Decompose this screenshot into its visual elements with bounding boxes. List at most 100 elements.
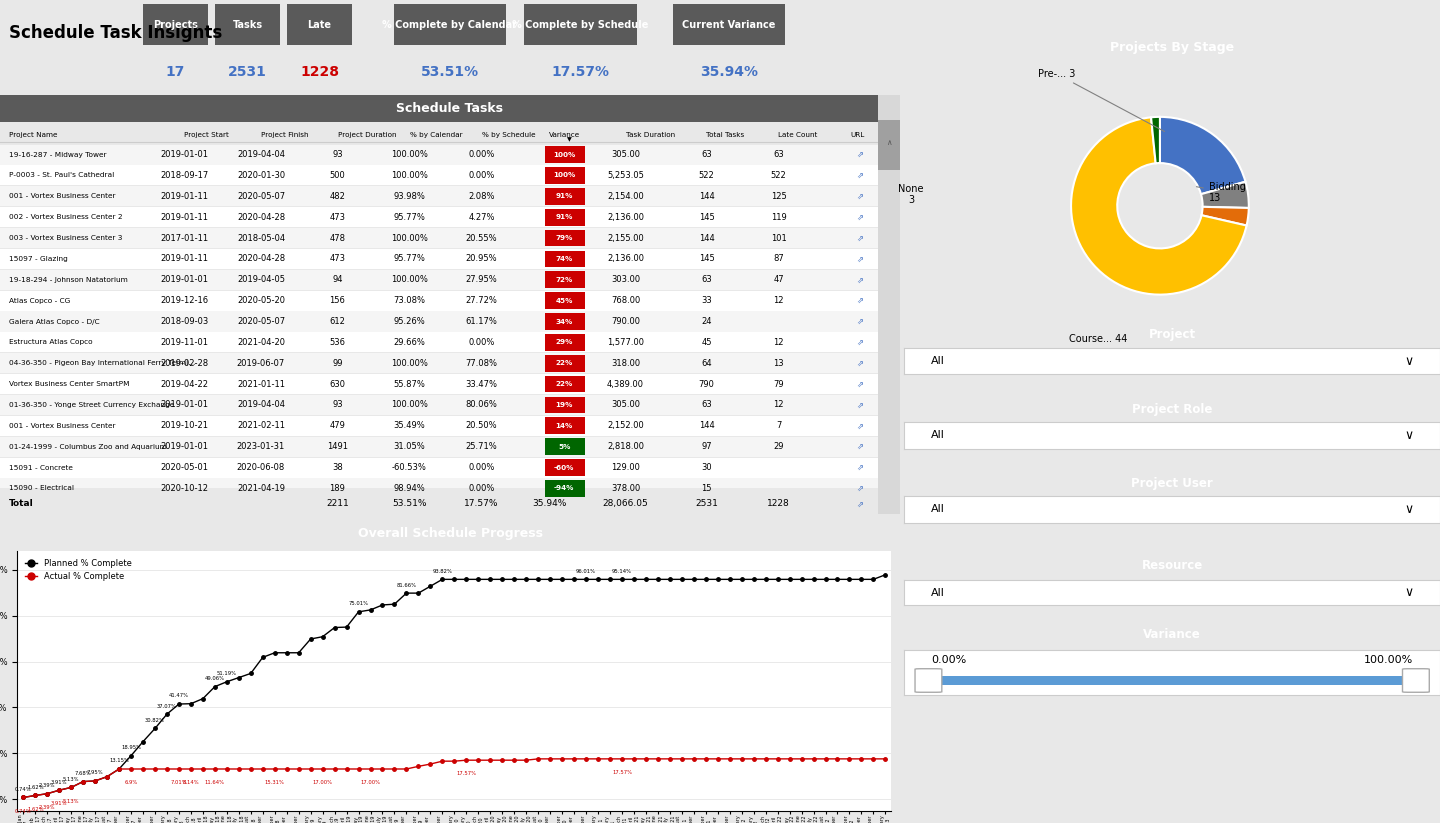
Text: 93.82%: 93.82%: [432, 569, 452, 574]
Text: ⇗: ⇗: [855, 421, 863, 430]
Text: 95.77%: 95.77%: [393, 212, 425, 221]
Bar: [877, 95, 900, 514]
Text: 2023-01-31: 2023-01-31: [236, 442, 285, 451]
Text: ⇗: ⇗: [855, 171, 863, 180]
Text: Tasks: Tasks: [232, 20, 262, 30]
Text: 100.00%: 100.00%: [392, 171, 428, 180]
Text: 2021-02-11: 2021-02-11: [238, 421, 285, 430]
Text: 12: 12: [773, 401, 783, 410]
Bar: [0, 487, 900, 514]
Text: 17.57%: 17.57%: [456, 771, 477, 776]
Text: 0.74%: 0.74%: [14, 787, 32, 792]
Text: ⇗: ⇗: [855, 275, 863, 284]
Bar: [544, 334, 585, 351]
Text: 55.87%: 55.87%: [393, 379, 425, 388]
Text: 1,577.00: 1,577.00: [608, 338, 644, 346]
Text: 2019-12-16: 2019-12-16: [160, 296, 209, 305]
Text: ⇗: ⇗: [855, 484, 863, 493]
Text: 2020-04-28: 2020-04-28: [238, 212, 285, 221]
Text: 2020-04-28: 2020-04-28: [238, 254, 285, 263]
Text: 35.49%: 35.49%: [393, 421, 425, 430]
Text: ⇗: ⇗: [855, 500, 863, 509]
Text: ⇗: ⇗: [855, 192, 863, 201]
Text: Course... 44: Course... 44: [1068, 334, 1128, 344]
Bar: [672, 4, 785, 45]
Text: 15090 - Electrical: 15090 - Electrical: [9, 486, 73, 491]
Text: 35.94%: 35.94%: [531, 500, 566, 509]
Text: ⇗: ⇗: [855, 150, 863, 159]
Text: 145: 145: [698, 254, 714, 263]
Text: 3.91%: 3.91%: [50, 802, 68, 807]
Text: 73.08%: 73.08%: [393, 296, 425, 305]
Text: None
3: None 3: [899, 184, 924, 206]
Text: 5,253.05: 5,253.05: [608, 171, 644, 180]
Wedge shape: [1151, 117, 1161, 163]
Bar: [0, 416, 900, 436]
Text: 4,389.00: 4,389.00: [608, 379, 644, 388]
Text: Project Name: Project Name: [9, 132, 58, 137]
Text: 45%: 45%: [556, 298, 573, 304]
Text: Task Duration: Task Duration: [625, 132, 674, 137]
Text: 53.51%: 53.51%: [420, 65, 480, 79]
Bar: [215, 4, 279, 45]
Text: Overall Schedule Progress: Overall Schedule Progress: [357, 527, 543, 540]
Text: 18.95%: 18.95%: [121, 745, 141, 750]
Text: 75.01%: 75.01%: [348, 602, 369, 607]
Bar: [143, 4, 207, 45]
Text: 2020-05-07: 2020-05-07: [238, 192, 285, 201]
Text: Schedule Task Insights: Schedule Task Insights: [9, 24, 222, 42]
Text: 7.01%: 7.01%: [170, 780, 187, 785]
Text: 2018-09-17: 2018-09-17: [160, 171, 209, 180]
Text: 4.27%: 4.27%: [468, 212, 495, 221]
Bar: [393, 4, 507, 45]
Text: 19%: 19%: [556, 402, 573, 408]
Text: ⇗: ⇗: [855, 254, 863, 263]
Text: 100%: 100%: [553, 173, 576, 179]
Text: 15091 - Concrete: 15091 - Concrete: [9, 464, 73, 471]
Text: ⇗: ⇗: [855, 234, 863, 243]
Bar: [0, 437, 900, 457]
Text: 101: 101: [770, 234, 786, 243]
Text: ⇗: ⇗: [855, 463, 863, 472]
Text: 790.00: 790.00: [611, 317, 639, 326]
Text: Project Role: Project Role: [1132, 402, 1212, 416]
Text: 536: 536: [330, 338, 346, 346]
Text: 0.00%: 0.00%: [932, 655, 966, 665]
Bar: [524, 4, 636, 45]
Bar: [877, 120, 900, 170]
Wedge shape: [1201, 182, 1248, 208]
Text: ⇗: ⇗: [855, 296, 863, 305]
Text: 15: 15: [701, 484, 711, 493]
Bar: [0, 374, 900, 394]
Text: 2020-01-30: 2020-01-30: [238, 171, 285, 180]
Text: 2019-01-11: 2019-01-11: [160, 254, 209, 263]
Text: 72%: 72%: [556, 277, 573, 283]
Text: 145: 145: [698, 212, 714, 221]
Text: ⇗: ⇗: [855, 401, 863, 410]
Text: 04-36-350 - Pigeon Bay International Ferry Termi...: 04-36-350 - Pigeon Bay International Fer…: [9, 360, 196, 366]
Text: 2,818.00: 2,818.00: [608, 442, 644, 451]
Text: ⇗: ⇗: [855, 212, 863, 221]
Bar: [544, 459, 585, 476]
Text: 002 - Vortex Business Center 2: 002 - Vortex Business Center 2: [9, 214, 122, 221]
Text: 2019-01-11: 2019-01-11: [160, 192, 209, 201]
Text: 612: 612: [330, 317, 346, 326]
Text: URL: URL: [851, 132, 865, 137]
Bar: [544, 230, 585, 246]
Text: 2020-05-07: 2020-05-07: [238, 317, 285, 326]
Bar: [0, 186, 900, 207]
Text: 17.00%: 17.00%: [360, 780, 380, 785]
Text: Late Count: Late Count: [779, 132, 818, 137]
Text: 77.08%: 77.08%: [465, 359, 497, 368]
Text: 2019-01-11: 2019-01-11: [160, 212, 209, 221]
Bar: [544, 167, 585, 184]
Bar: [0, 478, 900, 499]
Text: 93.98%: 93.98%: [393, 192, 425, 201]
Bar: [544, 314, 585, 330]
Text: 522: 522: [770, 171, 786, 180]
Text: 25.71%: 25.71%: [465, 442, 497, 451]
Text: 17.57%: 17.57%: [464, 500, 498, 509]
Text: 144: 144: [698, 421, 714, 430]
Text: 156: 156: [330, 296, 346, 305]
Text: 100.00%: 100.00%: [392, 150, 428, 159]
